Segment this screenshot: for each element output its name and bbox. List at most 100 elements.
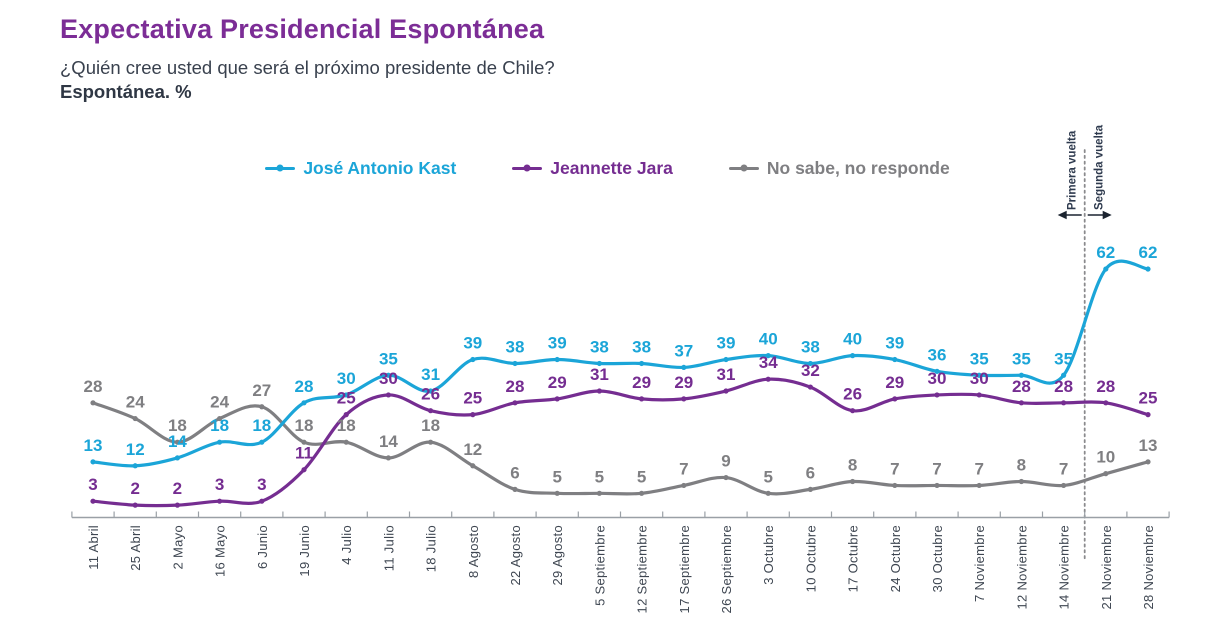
value-label-jeannette-jara: 3 (88, 475, 97, 494)
data-point-no-sabe-no-responde (174, 439, 180, 445)
value-label-jose-antonio-kast: 18 (210, 416, 229, 435)
value-label-jeannette-jara: 29 (885, 373, 904, 392)
value-label-jeannette-jara: 25 (1139, 389, 1158, 408)
x-axis-label: 8 Agosto (466, 525, 481, 578)
data-point-jose-antonio-kast (1103, 266, 1109, 272)
data-point-no-sabe-no-responde (892, 482, 898, 489)
x-axis-label: 14 Noviembre (1057, 525, 1072, 610)
data-point-jose-antonio-kast (428, 388, 434, 394)
value-label-no-sabe-no-responde: 24 (210, 393, 229, 412)
value-label-no-sabe-no-responde: 28 (84, 377, 103, 396)
value-label-jeannette-jara: 25 (337, 389, 356, 408)
data-point-jose-antonio-kast (1145, 266, 1151, 272)
data-point-jose-antonio-kast (596, 360, 603, 367)
data-point-jose-antonio-kast (892, 356, 898, 363)
value-label-jose-antonio-kast: 38 (632, 337, 651, 356)
data-point-jose-antonio-kast (343, 392, 349, 398)
data-point-jeannette-jara (1103, 400, 1109, 406)
value-label-jose-antonio-kast: 40 (843, 330, 862, 349)
value-label-jose-antonio-kast: 28 (295, 377, 314, 396)
data-point-no-sabe-no-responde (217, 415, 223, 422)
x-axis-label: 12 Noviembre (1014, 525, 1029, 610)
value-label-jose-antonio-kast: 13 (84, 436, 103, 455)
x-axis-label: 3 Octubre (761, 525, 776, 585)
value-label-jose-antonio-kast: 36 (928, 345, 947, 364)
value-label-jose-antonio-kast: 31 (421, 365, 440, 384)
value-label-jose-antonio-kast: 37 (674, 341, 693, 360)
value-label-jose-antonio-kast: 35 (970, 349, 989, 368)
survey-subtitle: Espontánea. % (60, 81, 192, 102)
legend-item-kast: José Antonio Kast (265, 158, 456, 179)
legend-item-nsnr: No sabe, no responde (728, 158, 950, 179)
nsnr-line-marker-icon (728, 164, 759, 172)
data-point-jose-antonio-kast (723, 356, 729, 363)
data-point-jeannette-jara (301, 467, 307, 473)
value-label-jeannette-jara: 26 (843, 385, 862, 404)
x-axis-label: 17 Octubre (846, 525, 861, 592)
value-label-jose-antonio-kast: 62 (1139, 243, 1158, 262)
x-axis-label: 7 Noviembre (972, 525, 987, 602)
value-label-jeannette-jara: 29 (548, 373, 567, 392)
data-point-jose-antonio-kast (807, 360, 814, 367)
data-point-jeannette-jara (470, 412, 476, 418)
data-point-no-sabe-no-responde (1018, 478, 1024, 485)
value-label-jeannette-jara: 30 (379, 369, 398, 388)
data-point-jeannette-jara (1018, 400, 1024, 406)
data-point-jeannette-jara (90, 498, 96, 504)
data-point-jose-antonio-kast (850, 353, 856, 359)
data-point-jose-antonio-kast (301, 400, 307, 406)
data-point-no-sabe-no-responde (1061, 482, 1067, 489)
data-point-no-sabe-no-responde (976, 482, 982, 489)
data-point-no-sabe-no-responde (807, 486, 814, 492)
data-point-jeannette-jara (1145, 412, 1151, 418)
value-label-no-sabe-no-responde: 8 (1017, 456, 1026, 475)
series-line-no-sabe-no-responde (91, 401, 1150, 496)
value-label-jose-antonio-kast: 12 (126, 440, 145, 459)
x-axis-label: 24 Octubre (888, 525, 903, 592)
x-axis-label: 28 Noviembre (1141, 525, 1156, 610)
value-label-jeannette-jara: 28 (1096, 377, 1115, 396)
value-label-no-sabe-no-responde: 18 (421, 416, 440, 435)
value-label-no-sabe-no-responde: 7 (679, 459, 688, 478)
data-point-jose-antonio-kast (976, 372, 982, 378)
value-label-jeannette-jara: 29 (674, 373, 693, 392)
data-point-jeannette-jara (934, 392, 940, 398)
value-label-jose-antonio-kast: 62 (1096, 243, 1115, 262)
value-label-no-sabe-no-responde: 18 (337, 416, 356, 435)
data-point-no-sabe-no-responde (1103, 471, 1109, 477)
value-label-jeannette-jara: 25 (463, 389, 482, 408)
x-axis-label: 12 Septiembre (635, 525, 650, 613)
value-label-jeannette-jara: 29 (632, 373, 651, 392)
x-axis-label: 22 Agosto (508, 525, 523, 586)
value-label-jose-antonio-kast: 38 (506, 337, 525, 356)
value-label-jeannette-jara: 32 (801, 361, 820, 380)
data-point-jose-antonio-kast (639, 360, 645, 367)
data-point-jeannette-jara (976, 392, 982, 398)
data-point-jose-antonio-kast (90, 459, 96, 465)
legend-label-nsnr: No sabe, no responde (766, 158, 950, 178)
data-point-no-sabe-no-responde (596, 490, 603, 496)
value-label-jose-antonio-kast: 38 (590, 337, 609, 356)
value-label-jeannette-jara: 2 (173, 479, 182, 498)
value-label-jose-antonio-kast: 35 (1054, 349, 1073, 368)
data-point-no-sabe-no-responde (554, 490, 560, 496)
data-point-no-sabe-no-responde (512, 486, 518, 492)
data-point-no-sabe-no-responde (850, 478, 856, 485)
legend-label-kast: José Antonio Kast (303, 158, 457, 178)
data-point-jeannette-jara (639, 396, 645, 402)
x-axis-label: 10 Octubre (803, 525, 818, 592)
value-label-jose-antonio-kast: 39 (548, 334, 567, 353)
data-point-no-sabe-no-responde (301, 439, 307, 445)
value-label-no-sabe-no-responde: 18 (295, 416, 314, 435)
data-point-jeannette-jara (681, 396, 687, 402)
data-point-jose-antonio-kast (259, 439, 265, 445)
data-point-jeannette-jara (217, 498, 223, 504)
data-point-jeannette-jara (259, 498, 265, 504)
value-label-jeannette-jara: 2 (130, 479, 139, 498)
value-label-jeannette-jara: 26 (421, 385, 440, 404)
value-label-no-sabe-no-responde: 9 (721, 452, 730, 471)
value-label-no-sabe-no-responde: 24 (126, 393, 145, 412)
second-round-label: Segunda vuelta (1094, 124, 1106, 210)
value-label-no-sabe-no-responde: 5 (637, 467, 646, 486)
